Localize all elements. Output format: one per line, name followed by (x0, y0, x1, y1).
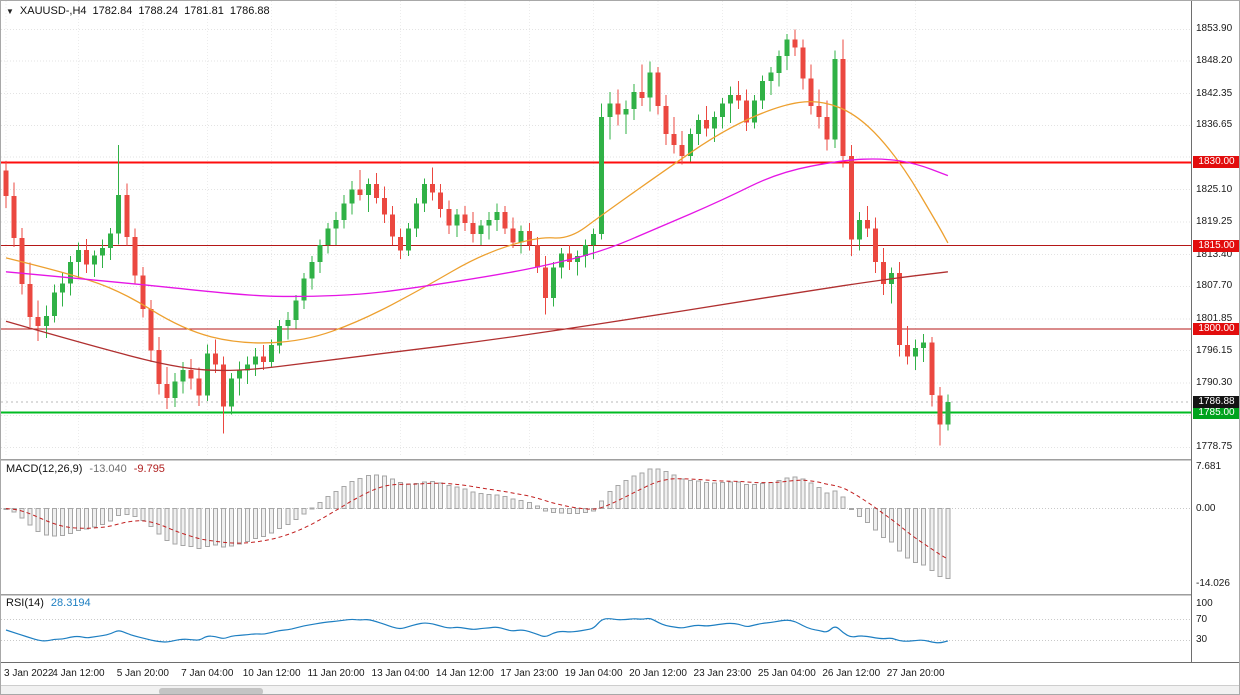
time-axis-label: 26 Jan 12:00 (822, 668, 881, 679)
price-pane[interactable]: ▼ XAUUSD-,H4 1782.84 1788.24 1781.81 178… (1, 1, 1191, 459)
macd-pane[interactable]: MACD(12,26,9) -13.040 -9.795 (1, 461, 1191, 594)
price-axis-label: 1836.65 (1196, 119, 1233, 130)
chart-menu-icon[interactable]: ▼ (6, 6, 14, 16)
rsi-axis-label: 70 (1196, 614, 1208, 625)
time-axis-label: 19 Jan 04:00 (564, 668, 623, 679)
macd-info: MACD(12,26,9) -13.040 -9.795 (6, 463, 165, 475)
time-axis-label: 23 Jan 23:00 (693, 668, 752, 679)
rsi-axis-label: 100 (1196, 598, 1213, 609)
macd-chart[interactable] (1, 461, 1191, 594)
chart-scrollbar[interactable] (1, 685, 1239, 694)
price-axis-label: 1807.70 (1196, 280, 1233, 291)
price-level-tag: 1830.00 (1193, 156, 1239, 168)
symbol-info: ▼ XAUUSD-,H4 1782.84 1788.24 1781.81 178… (6, 5, 270, 17)
ma-fast-orange (5, 101, 949, 344)
macd-signal-value: -9.795 (133, 463, 165, 475)
rsi-axis-label: 30 (1196, 634, 1208, 645)
macd-axis-label: 7.681 (1196, 461, 1222, 472)
time-axis-label: 7 Jan 04:00 (181, 668, 234, 679)
ohlc-close: 1786.88 (229, 5, 270, 17)
price-chart[interactable] (1, 1, 1191, 459)
time-axis-label: 10 Jan 12:00 (242, 668, 301, 679)
time-axis-label: 27 Jan 20:00 (886, 668, 945, 679)
ohlc-open: 1782.84 (92, 5, 133, 17)
time-axis-label: 20 Jan 12:00 (629, 668, 687, 679)
chart-scrollbar-thumb[interactable] (159, 688, 263, 694)
current-price-tag: 1786.88 (1193, 396, 1239, 408)
rsi-chart[interactable] (1, 596, 1191, 662)
ma-mid-magenta (5, 158, 949, 298)
price-level-tag: 1815.00 (1193, 240, 1239, 252)
time-axis-label: 5 Jan 20:00 (116, 668, 169, 679)
time-axis-label: 11 Jan 20:00 (307, 668, 365, 679)
price-level-tag: 1785.00 (1193, 407, 1239, 419)
time-axis[interactable]: 3 Jan 2022 4 Jan 12:00 5 Jan 20:00 7 Jan 04… (1, 662, 1239, 685)
rsi-label: RSI(14) (6, 597, 44, 609)
price-axis[interactable]: 1853.90 1848.20 1842.35 1836.65 1825.10 1819.… (1191, 1, 1239, 662)
price-axis-label: 1790.30 (1196, 377, 1233, 388)
time-axis-label: 14 Jan 12:00 (435, 668, 494, 679)
rsi-pane[interactable]: RSI(14) 28.3194 (1, 596, 1191, 662)
price-axis-label: 1848.20 (1196, 55, 1233, 66)
price-level-tag: 1800.00 (1193, 323, 1239, 335)
price-axis-label: 1813.40 (1196, 249, 1233, 260)
time-axis-label: 13 Jan 04:00 (371, 668, 430, 679)
ohlc-low: 1781.81 (184, 5, 224, 17)
time-axis-label: 4 Jan 12:00 (52, 668, 105, 679)
price-axis-label: 1778.75 (1196, 441, 1233, 452)
ma-slow-darkred (5, 271, 948, 372)
price-axis-label: 1796.15 (1196, 345, 1233, 356)
pane-separator-macd[interactable] (1, 459, 1239, 461)
time-axis-label: 17 Jan 23:00 (500, 668, 559, 679)
rsi-info: RSI(14) 28.3194 (6, 597, 91, 609)
price-axis-label: 1801.85 (1196, 313, 1233, 324)
symbol-period-label: XAUUSD-,H4 (19, 5, 87, 17)
ohlc-high: 1788.24 (138, 5, 179, 17)
time-axis-label: 25 Jan 04:00 (757, 668, 816, 679)
pane-separator-rsi[interactable] (1, 594, 1239, 596)
macd-main-value: -13.040 (89, 463, 127, 475)
macd-axis-label: -14.026 (1196, 578, 1230, 589)
macd-axis-label: 0.00 (1196, 503, 1216, 514)
price-axis-label: 1842.35 (1196, 88, 1233, 99)
rsi-value: 28.3194 (50, 597, 91, 609)
price-axis-label: 1853.90 (1196, 23, 1233, 34)
time-axis-label: 3 Jan 2022 (4, 668, 54, 679)
price-axis-label: 1819.25 (1196, 216, 1233, 227)
price-axis-label: 1825.10 (1196, 184, 1233, 195)
macd-label: MACD(12,26,9) (6, 463, 83, 475)
